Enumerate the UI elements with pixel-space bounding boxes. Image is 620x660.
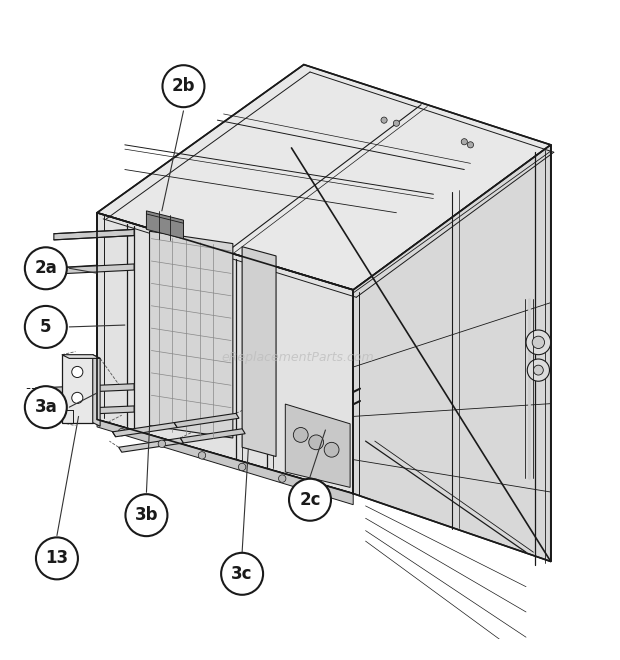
Circle shape [532,336,544,348]
Polygon shape [62,354,93,422]
Polygon shape [242,247,276,457]
Polygon shape [118,438,184,452]
Circle shape [319,486,326,494]
Text: 2b: 2b [172,77,195,95]
Text: 13: 13 [45,549,68,568]
Text: 2a: 2a [35,259,57,277]
Circle shape [293,428,308,442]
Circle shape [289,478,331,521]
Polygon shape [97,420,353,505]
Circle shape [381,117,387,123]
Circle shape [309,435,324,449]
Polygon shape [149,231,233,438]
Polygon shape [112,422,177,437]
Text: 3a: 3a [35,398,57,416]
Text: eReplacementParts.com: eReplacementParts.com [221,351,374,364]
Circle shape [158,440,166,447]
Circle shape [162,65,205,107]
Text: 2c: 2c [299,491,321,509]
Polygon shape [180,429,245,443]
Circle shape [221,553,263,595]
Circle shape [526,330,551,354]
Polygon shape [353,145,551,562]
Polygon shape [62,354,100,358]
Circle shape [36,537,78,579]
Polygon shape [35,383,134,394]
Circle shape [461,139,467,145]
Circle shape [239,463,246,471]
Circle shape [72,392,83,403]
Polygon shape [97,213,353,494]
Circle shape [198,451,206,459]
Circle shape [527,359,549,381]
Circle shape [393,120,399,126]
Circle shape [25,306,67,348]
Text: 5: 5 [40,318,51,336]
Circle shape [25,386,67,428]
Circle shape [25,248,67,289]
Circle shape [278,475,286,482]
Polygon shape [285,404,350,487]
Circle shape [72,366,83,378]
Polygon shape [174,413,239,428]
Polygon shape [48,264,134,275]
Polygon shape [54,230,134,240]
Circle shape [533,365,543,375]
Polygon shape [93,354,100,426]
Polygon shape [146,211,184,239]
Circle shape [467,142,474,148]
Text: 3c: 3c [231,565,253,583]
Polygon shape [35,406,134,416]
Text: 3b: 3b [135,506,158,524]
Circle shape [118,428,125,436]
Circle shape [125,494,167,536]
Circle shape [324,442,339,457]
Polygon shape [97,65,551,290]
